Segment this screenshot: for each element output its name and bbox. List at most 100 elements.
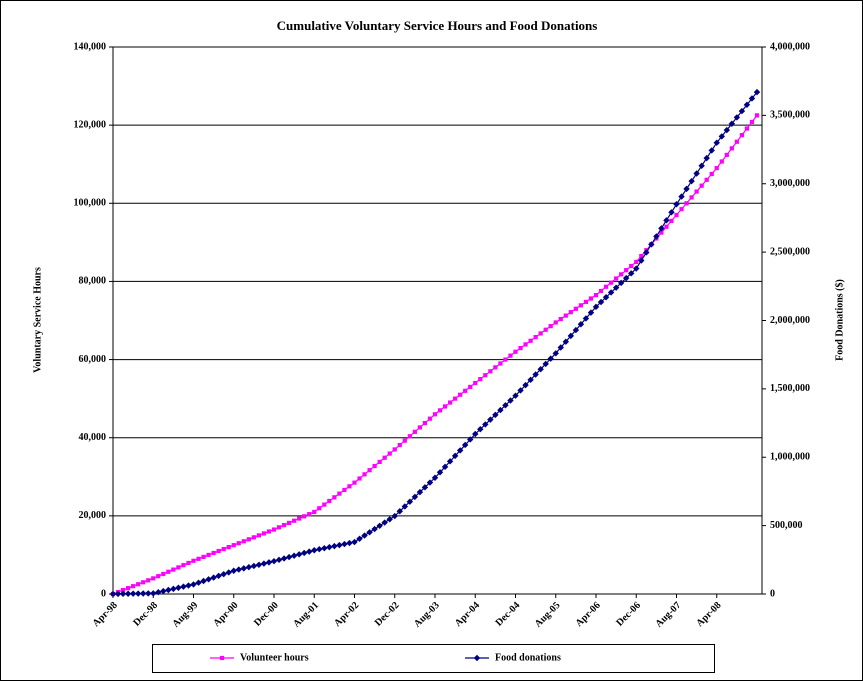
data-point <box>587 309 595 316</box>
data-point <box>446 458 454 465</box>
data-point <box>442 404 448 409</box>
data-point <box>633 265 640 272</box>
data-point <box>402 438 407 443</box>
data-point <box>170 585 177 593</box>
data-point <box>281 523 287 528</box>
y-tick-label: 80,000 <box>79 276 107 287</box>
y-tick-label: 140,000 <box>74 41 107 52</box>
data-point <box>572 326 580 334</box>
data-point <box>276 525 282 530</box>
data-point <box>255 561 263 568</box>
data-point <box>337 491 342 496</box>
data-point <box>285 553 293 561</box>
data-point <box>386 516 393 523</box>
data-point <box>347 484 352 489</box>
data-point <box>724 152 729 158</box>
plot-area <box>113 47 762 594</box>
data-point <box>492 411 499 419</box>
data-point <box>612 284 620 291</box>
data-point <box>139 590 147 597</box>
data-point <box>673 201 680 208</box>
data-point <box>250 562 258 570</box>
data-point <box>166 569 171 574</box>
data-point <box>211 550 216 556</box>
data-point <box>593 293 599 298</box>
data-point <box>401 503 409 510</box>
data-point <box>643 249 650 256</box>
data-point <box>185 582 192 589</box>
data-point <box>341 540 348 548</box>
data-point <box>160 587 167 595</box>
data-point <box>447 400 453 405</box>
data-point <box>297 516 302 521</box>
data-point <box>146 578 151 583</box>
data-point <box>260 560 268 567</box>
data-point <box>477 426 484 433</box>
data-point <box>678 193 685 200</box>
data-point <box>251 535 256 540</box>
data-point <box>619 272 624 277</box>
y-tick-label: 60,000 <box>79 354 107 365</box>
y-tick-label: 100,000 <box>74 198 107 209</box>
data-point <box>150 590 157 597</box>
data-point <box>578 303 584 308</box>
data-point <box>628 270 635 277</box>
data-point <box>478 377 483 382</box>
data-point <box>436 469 444 476</box>
data-point <box>562 338 570 345</box>
data-point <box>236 541 241 546</box>
data-point <box>206 552 211 558</box>
data-point <box>729 146 734 151</box>
y-tick-label: 40,000 <box>79 432 107 443</box>
data-point <box>397 442 402 448</box>
data-point <box>316 546 323 553</box>
data-point <box>508 353 513 358</box>
data-point <box>286 520 292 526</box>
data-point <box>265 559 273 566</box>
data-point <box>683 185 690 193</box>
data-point <box>598 288 604 294</box>
data-point <box>728 120 736 127</box>
y2-tick-label: 500,000 <box>770 520 803 531</box>
data-point <box>748 95 756 102</box>
data-point <box>432 412 438 417</box>
data-point <box>533 335 538 340</box>
data-point <box>311 547 318 554</box>
y2-tick-label: 1,000,000 <box>770 452 810 463</box>
data-point <box>463 388 468 393</box>
data-point <box>467 436 474 443</box>
data-point <box>145 590 152 597</box>
data-point <box>668 209 675 216</box>
y2-tick-label: 3,000,000 <box>770 178 810 189</box>
data-point <box>567 332 575 340</box>
data-point <box>653 233 660 240</box>
data-point <box>532 371 539 378</box>
data-point <box>708 147 715 154</box>
data-point <box>547 355 554 362</box>
data-point <box>528 338 533 343</box>
legend-marker <box>219 655 225 661</box>
data-point <box>421 484 429 491</box>
y-axis-title: Voluntary Service Hours <box>32 267 43 373</box>
data-point <box>583 299 589 305</box>
data-point <box>461 441 469 449</box>
data-point <box>181 563 186 568</box>
data-point <box>221 546 226 552</box>
data-point <box>743 101 751 108</box>
data-point <box>356 535 363 542</box>
data-point <box>406 498 414 505</box>
data-point <box>125 586 131 591</box>
data-point <box>431 474 439 481</box>
data-point <box>582 315 590 322</box>
data-point <box>366 529 373 536</box>
data-point <box>336 541 343 549</box>
legend-label: Food donations <box>495 652 561 663</box>
data-point <box>216 548 221 554</box>
data-point <box>361 532 368 539</box>
y-tick-label: 20,000 <box>79 510 107 521</box>
data-point <box>577 321 585 328</box>
data-point <box>396 508 403 515</box>
data-point <box>669 218 674 223</box>
data-point <box>190 581 197 588</box>
data-point <box>195 579 202 586</box>
